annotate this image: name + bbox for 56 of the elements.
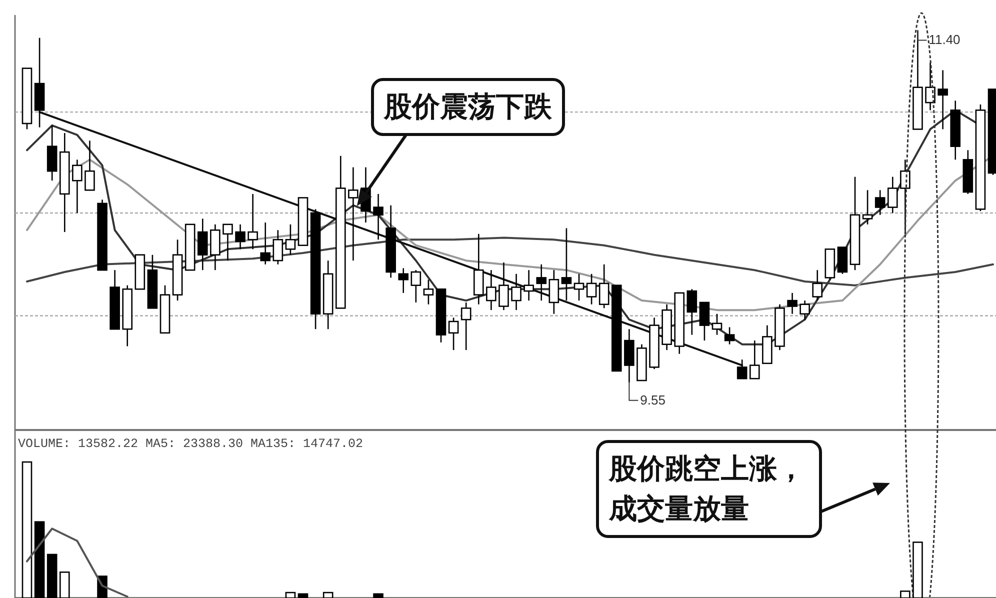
annotation: 股价震荡下跌 [371,78,565,136]
candlestick [925,62,936,111]
bar [298,593,308,598]
annotation: 9.55 [640,392,666,408]
candlestick [900,159,910,235]
candlestick [800,300,810,320]
candlestick [460,302,472,351]
candlestick [686,288,698,336]
candlestick [712,313,722,336]
candlestick [699,302,710,342]
candlestick [272,229,284,266]
candlestick [72,159,82,214]
candlestick [736,358,748,380]
bar [285,592,296,598]
candlestick [548,269,560,315]
candlestick [197,218,208,271]
candlestick [235,224,246,250]
candlestick [448,317,459,351]
candlestick [574,273,584,302]
candlestick [787,292,798,315]
candlestick [874,189,886,216]
candlestick [524,269,534,302]
candlestick [348,166,358,262]
bar [59,572,70,598]
candlestick [398,268,409,294]
bar [34,521,45,598]
bar [46,554,58,598]
bar [373,593,384,598]
candlestick [862,189,873,226]
candlestick [724,326,735,345]
candlestick [938,70,948,130]
candlestick [285,224,296,256]
candlestick [423,278,434,306]
bar [322,592,334,598]
candlestick [486,269,496,311]
candlestick [248,193,258,250]
candlestick [84,140,95,191]
bar [900,590,910,598]
bar [22,461,32,598]
candlestick [749,340,760,380]
candlestick [498,262,509,311]
candlestick [598,264,610,309]
candlestick [222,224,233,262]
candlestick [561,228,572,302]
bar [912,542,923,598]
candlestick [511,273,522,311]
candlestick [410,269,422,304]
annotation: 股价跳空上涨，成交量放量 [596,440,822,538]
annotation: 11.40 [928,32,960,48]
candlestick [586,273,597,306]
candlestick [536,264,547,302]
candlestick [373,193,384,240]
candlestick [812,269,823,302]
candlestick [887,176,898,214]
candlestick [260,222,271,266]
chart-title: VOLUME: 13582.22 MA5: 23388.30 MA135: 14747.02 [18,437,364,451]
